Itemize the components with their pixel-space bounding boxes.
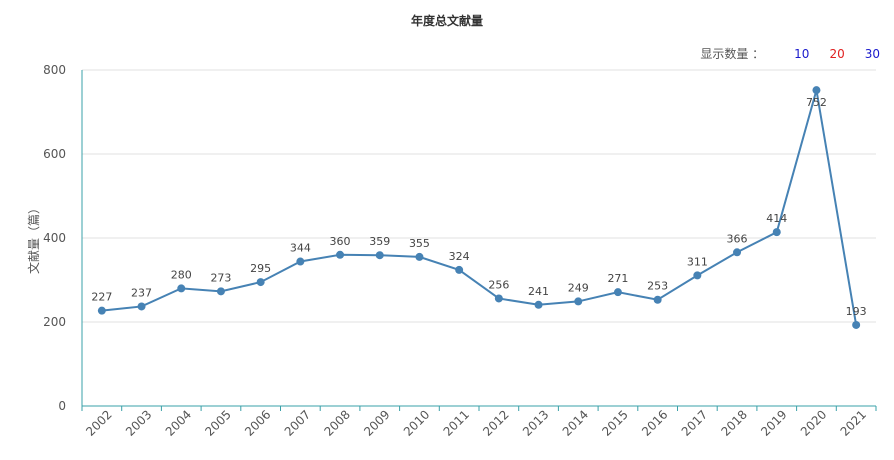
data-label: 237 xyxy=(131,286,152,299)
data-label: 355 xyxy=(409,237,430,250)
data-point xyxy=(415,252,424,261)
x-tick-label: 2005 xyxy=(202,407,233,438)
x-tick-label: 2008 xyxy=(321,407,352,438)
chart-title: 年度总文献量 xyxy=(410,14,483,28)
data-point xyxy=(812,86,821,95)
data-point xyxy=(733,248,742,257)
data-label: 324 xyxy=(449,250,470,263)
x-tick-label: 2007 xyxy=(282,407,313,438)
data-point xyxy=(97,306,106,315)
data-label: 253 xyxy=(647,280,668,293)
display-count-selector: 显示数量 ： 10 20 30 xyxy=(700,45,880,62)
data-label: 273 xyxy=(210,271,231,284)
display-count-label: 显示数量 ： xyxy=(700,47,765,61)
data-label: 271 xyxy=(607,272,628,285)
data-point xyxy=(494,294,503,303)
data-point xyxy=(693,271,702,280)
data-label: 193 xyxy=(846,305,867,318)
x-tick-label: 2011 xyxy=(441,407,472,438)
data-point xyxy=(455,265,464,274)
display-count-10-option[interactable]: 10 xyxy=(794,46,810,61)
data-point xyxy=(336,250,345,259)
display-count-20-option[interactable]: 20 xyxy=(829,46,845,61)
x-tick-label: 2021 xyxy=(838,407,869,438)
x-tick-label: 2020 xyxy=(798,407,829,438)
x-tick-label: 2015 xyxy=(599,407,630,438)
data-label: 241 xyxy=(528,285,549,298)
data-label: 359 xyxy=(369,235,390,248)
data-label: 280 xyxy=(171,268,192,281)
data-label: 249 xyxy=(568,281,589,294)
data-label: 344 xyxy=(290,242,311,255)
x-tick-label: 2014 xyxy=(560,407,591,438)
data-label: 360 xyxy=(330,235,351,248)
data-point xyxy=(653,295,662,304)
data-point xyxy=(375,251,384,260)
data-point xyxy=(177,284,186,293)
y-axis-title: 文献量（篇） xyxy=(26,202,41,274)
data-point xyxy=(216,287,225,296)
data-point xyxy=(613,288,622,297)
y-tick-label: 800 xyxy=(43,63,66,77)
x-tick-label: 2004 xyxy=(163,407,194,438)
data-point xyxy=(137,302,146,311)
x-tick-label: 2018 xyxy=(718,407,749,438)
x-tick-label: 2003 xyxy=(123,407,154,438)
x-tick-label: 2017 xyxy=(679,407,710,438)
data-point xyxy=(772,228,781,237)
data-point xyxy=(534,300,543,309)
x-tick-label: 2010 xyxy=(401,407,432,438)
y-tick-label: 200 xyxy=(43,315,66,329)
display-count-30-option[interactable]: 30 xyxy=(864,46,880,61)
x-tick-label: 2019 xyxy=(758,407,789,438)
x-tick-label: 2009 xyxy=(361,407,392,438)
data-point xyxy=(296,257,305,266)
data-label: 752 xyxy=(806,96,827,109)
x-tick-label: 2002 xyxy=(83,407,114,438)
data-label: 295 xyxy=(250,262,271,275)
data-label: 256 xyxy=(488,278,509,291)
y-tick-label: 0 xyxy=(58,399,66,413)
data-label: 227 xyxy=(91,291,112,304)
data-label: 311 xyxy=(687,255,708,268)
x-tick-label: 2013 xyxy=(520,407,551,438)
series-line xyxy=(101,89,858,326)
data-point xyxy=(574,297,583,306)
data-label: 366 xyxy=(727,232,748,245)
y-tick-label: 400 xyxy=(43,231,66,245)
data-point xyxy=(852,320,861,329)
x-tick-label: 2006 xyxy=(242,407,273,438)
data-point xyxy=(256,278,265,287)
y-tick-label: 600 xyxy=(43,147,66,161)
data-label: 414 xyxy=(766,212,787,225)
x-tick-label: 2012 xyxy=(480,407,511,438)
x-tick-label: 2016 xyxy=(639,407,670,438)
